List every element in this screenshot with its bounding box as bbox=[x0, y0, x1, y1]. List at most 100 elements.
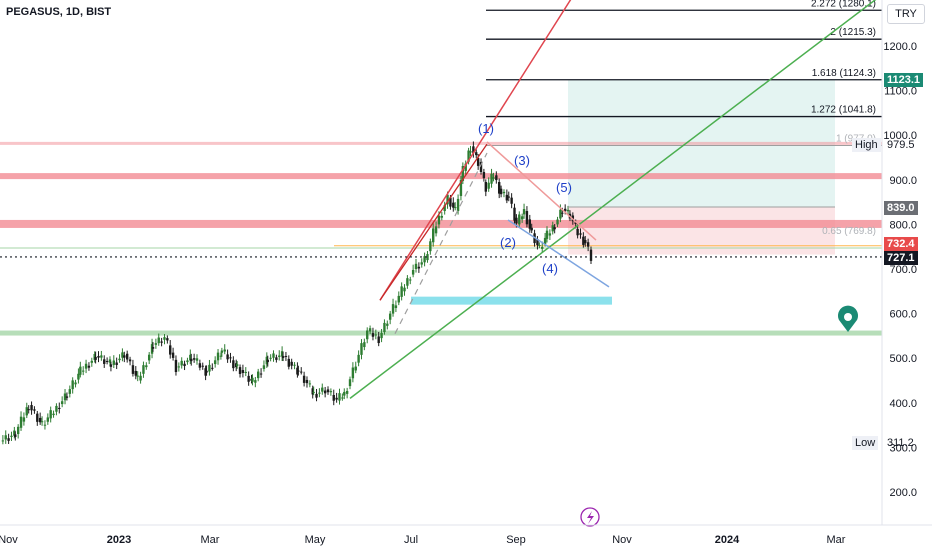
y-tick-label: 200.0 bbox=[889, 487, 917, 499]
last-price-label: 727.1 bbox=[884, 251, 918, 265]
zones-layer bbox=[0, 79, 882, 336]
candle-body bbox=[343, 391, 346, 396]
candle-body bbox=[490, 173, 493, 184]
candle-body bbox=[426, 254, 429, 261]
candle-body bbox=[388, 313, 392, 320]
candle-body bbox=[472, 146, 475, 154]
drawings-layer: 2.272 (1280.1) 2 (1215.3) 1.618 (1124.3) 1.… bbox=[0, 0, 882, 527]
target-price-label: 1123.1 bbox=[884, 73, 924, 87]
candle-body bbox=[262, 365, 266, 369]
candle-body bbox=[354, 366, 357, 371]
x-tick-label: Nov bbox=[0, 534, 18, 546]
candle-body bbox=[332, 394, 335, 401]
candle-body bbox=[154, 343, 158, 345]
candle-body bbox=[420, 262, 423, 265]
lightning-bolt bbox=[587, 511, 594, 524]
stop-zone bbox=[568, 207, 835, 255]
candle-body bbox=[383, 322, 386, 332]
candle-body bbox=[548, 233, 552, 236]
candle-body bbox=[226, 354, 229, 360]
candle-body bbox=[495, 175, 498, 181]
candle-body bbox=[584, 240, 587, 244]
candle-body bbox=[241, 370, 245, 373]
y-tick-label: 1200.0 bbox=[883, 41, 917, 53]
candle-body bbox=[536, 239, 539, 246]
candle-body bbox=[507, 196, 510, 198]
candle-body bbox=[30, 405, 33, 411]
y-tick-label: 900.0 bbox=[889, 175, 917, 187]
candle-body bbox=[454, 207, 457, 209]
candle-body bbox=[49, 410, 52, 419]
candle-body bbox=[561, 212, 564, 214]
candle-body bbox=[579, 233, 582, 235]
pin-icon-dot bbox=[844, 313, 852, 321]
candle-body bbox=[118, 358, 121, 361]
candle-body bbox=[177, 366, 181, 368]
candle-body bbox=[449, 197, 452, 207]
candle-body bbox=[63, 393, 67, 401]
wave-label: (3) bbox=[514, 153, 530, 168]
candle-body bbox=[469, 151, 472, 153]
currency-button[interactable]: TRY bbox=[887, 4, 925, 24]
candle-body bbox=[25, 407, 28, 416]
candle-body bbox=[446, 194, 449, 205]
candle-body bbox=[142, 365, 145, 374]
candle-body bbox=[371, 333, 375, 337]
candle-body bbox=[434, 226, 438, 234]
y-tick-label: 600.0 bbox=[889, 309, 917, 321]
candle-body bbox=[4, 435, 7, 440]
candle-body bbox=[33, 409, 36, 411]
candle-body bbox=[238, 367, 242, 374]
candle-body bbox=[499, 188, 503, 195]
candle-body bbox=[163, 337, 166, 340]
candle-body bbox=[195, 358, 199, 361]
candle-body bbox=[13, 430, 16, 436]
candle-body bbox=[368, 328, 372, 332]
candle-body bbox=[36, 413, 39, 422]
candle-body bbox=[300, 371, 303, 373]
y-tick-label: 800.0 bbox=[889, 219, 917, 231]
candle-body bbox=[476, 158, 480, 166]
x-tick-label: Mar bbox=[827, 534, 846, 546]
candle-body bbox=[513, 207, 516, 221]
support-zone-560 bbox=[0, 330, 882, 336]
candle-body bbox=[525, 211, 529, 225]
candle-body bbox=[287, 358, 291, 367]
y-tick-label: 1100.0 bbox=[884, 86, 917, 98]
wave-channel-bottom bbox=[507, 219, 610, 288]
candle-body bbox=[134, 370, 137, 376]
candle-body bbox=[461, 165, 465, 181]
candle-body bbox=[229, 357, 232, 359]
candle-body bbox=[582, 236, 585, 245]
candle-body bbox=[43, 424, 47, 426]
candle-body bbox=[125, 353, 129, 360]
symbol-title: PEGASUS, 1D, BIST bbox=[6, 6, 112, 18]
candle-body bbox=[400, 286, 403, 297]
candles-layer bbox=[1, 141, 593, 445]
candle-body bbox=[128, 359, 132, 362]
x-tick-label: Sep bbox=[506, 534, 526, 546]
wave-label: (2) bbox=[500, 235, 516, 250]
candle-body bbox=[87, 365, 91, 368]
fib-label: 1.272 (1041.8) bbox=[811, 105, 876, 116]
candle-body bbox=[151, 347, 155, 349]
candle-body bbox=[360, 343, 363, 355]
price-839-label: 839.0 bbox=[884, 201, 918, 215]
candle-body bbox=[281, 356, 285, 358]
candle-body bbox=[74, 382, 77, 385]
candle-body bbox=[14, 434, 17, 437]
candle-body bbox=[112, 360, 116, 365]
candle-body bbox=[574, 222, 577, 224]
candle-body bbox=[411, 269, 415, 275]
candle-body bbox=[452, 202, 455, 208]
x-tick-label: May bbox=[305, 534, 326, 546]
y-tick-label: 700.0 bbox=[889, 264, 917, 276]
price-axis-bg bbox=[882, 0, 932, 550]
candle-body bbox=[479, 161, 483, 172]
candle-body bbox=[528, 219, 531, 229]
red-trend-line bbox=[379, 0, 572, 301]
candle-body bbox=[502, 191, 506, 194]
candle-body bbox=[440, 215, 444, 218]
candle-body bbox=[357, 354, 360, 363]
